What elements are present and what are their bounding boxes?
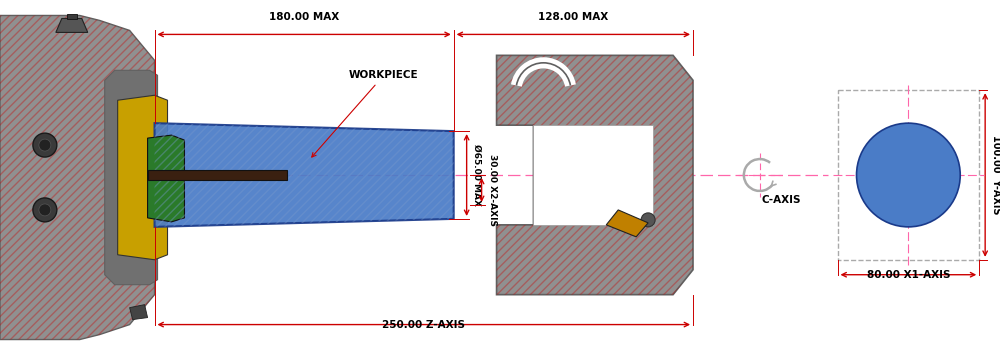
Polygon shape bbox=[497, 55, 693, 295]
Circle shape bbox=[39, 204, 51, 216]
Bar bbox=[838, 90, 979, 260]
Polygon shape bbox=[105, 70, 158, 285]
Polygon shape bbox=[67, 15, 77, 20]
Polygon shape bbox=[118, 95, 168, 260]
Circle shape bbox=[857, 123, 960, 227]
Polygon shape bbox=[0, 16, 155, 339]
Bar bbox=[148, 170, 287, 180]
Circle shape bbox=[33, 133, 57, 157]
Circle shape bbox=[39, 139, 51, 151]
Polygon shape bbox=[155, 123, 454, 227]
Text: 180.00 MAX: 180.00 MAX bbox=[269, 12, 339, 22]
Bar bbox=[533, 125, 653, 225]
Text: 30.00 X2-AXIS: 30.00 X2-AXIS bbox=[488, 154, 497, 226]
Circle shape bbox=[641, 213, 655, 227]
Text: 250.00 Z-AXIS: 250.00 Z-AXIS bbox=[382, 320, 465, 329]
Polygon shape bbox=[606, 210, 648, 237]
Text: 80.00 X1-AXIS: 80.00 X1-AXIS bbox=[867, 270, 950, 280]
Polygon shape bbox=[148, 135, 184, 222]
Text: WORKPIECE: WORKPIECE bbox=[312, 70, 419, 157]
Text: 100.00  Y-AXIS: 100.00 Y-AXIS bbox=[991, 135, 1000, 215]
Polygon shape bbox=[56, 18, 88, 32]
Text: C-AXIS: C-AXIS bbox=[762, 195, 801, 205]
Circle shape bbox=[33, 198, 57, 222]
Polygon shape bbox=[130, 305, 148, 320]
Text: 128.00 MAX: 128.00 MAX bbox=[538, 12, 608, 22]
Text: Ø65.00 MAX: Ø65.00 MAX bbox=[473, 144, 482, 206]
